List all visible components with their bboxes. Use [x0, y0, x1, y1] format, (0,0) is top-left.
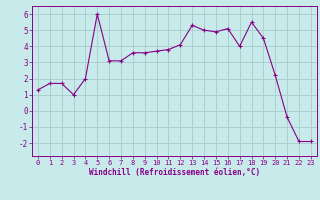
X-axis label: Windchill (Refroidissement éolien,°C): Windchill (Refroidissement éolien,°C)	[89, 168, 260, 177]
